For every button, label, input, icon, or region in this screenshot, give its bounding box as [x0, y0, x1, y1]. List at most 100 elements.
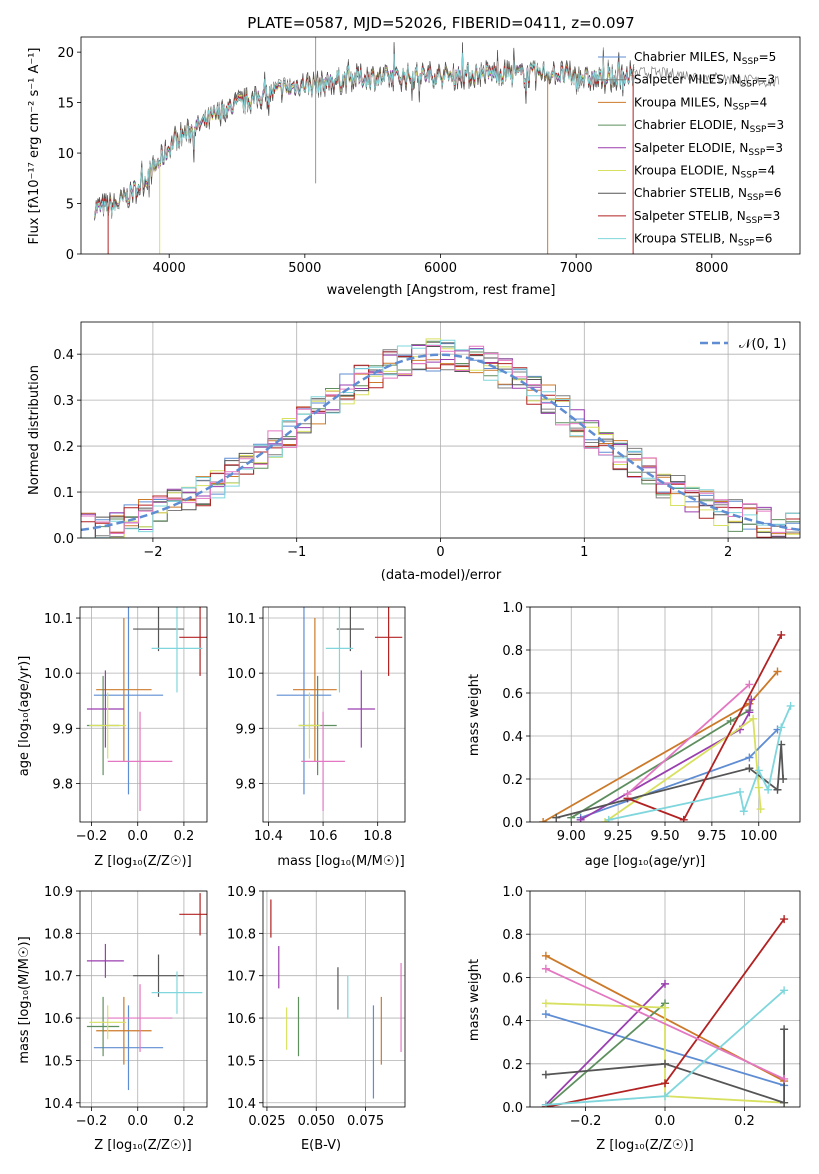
x-tick-label: 9.75 — [697, 829, 726, 844]
histogram-step — [81, 341, 800, 538]
histogram-step — [81, 351, 800, 538]
plus-marker — [754, 783, 763, 792]
p2-frame — [80, 321, 801, 539]
mass-weight-line — [545, 983, 666, 1106]
plus-marker — [777, 740, 786, 749]
plus-marker — [661, 1092, 669, 1101]
histogram-xlabel: (data-model)/error — [381, 568, 502, 583]
y-tick-label: 0.8 — [502, 928, 523, 943]
errorbar-point — [96, 996, 152, 1065]
p3-ylabel: age [log₁₀(age/yr)] — [17, 656, 32, 777]
plus-marker — [661, 979, 669, 988]
errorbar-point — [179, 607, 207, 676]
y-tick-label: 5 — [66, 198, 74, 213]
x-tick-label: 0.025 — [248, 1114, 285, 1129]
p3-xlabel: Z [log₁₀(Z/Z☉)] — [94, 854, 191, 869]
y-tick-label: 0.2 — [502, 1058, 523, 1073]
y-tick-label: 0.3 — [53, 394, 74, 409]
y-tick-label: 0.4 — [502, 1015, 523, 1030]
y-tick-label: 0.6 — [502, 971, 523, 986]
plus-marker — [745, 680, 754, 689]
x-tick-label: −1 — [287, 545, 306, 560]
x-tick-label: −2 — [143, 545, 162, 560]
y-tick-label: 0.1 — [53, 486, 74, 501]
y-tick-label: 9.8 — [52, 777, 73, 792]
normal-legend-label: 𝒩(0, 1) — [739, 337, 786, 352]
y-tick-label: 9.9 — [52, 722, 73, 737]
y-tick-label: 15 — [57, 97, 74, 112]
p5-xlabel: age [log₁₀(age/yr)] — [585, 854, 706, 869]
legend-label: Kroupa ELODIE, NSSP=4 — [634, 164, 775, 181]
plus-marker — [541, 999, 550, 1008]
x-tick-label: 9.00 — [557, 829, 586, 844]
plus-marker — [541, 951, 550, 960]
plus-marker — [661, 1003, 669, 1012]
plus-marker — [541, 1070, 550, 1079]
legend-label: Salpeter MILES, NSSP=3 — [634, 73, 775, 90]
errorbar-point — [347, 670, 375, 748]
x-tick-label: 10.8 — [363, 829, 392, 844]
errorbar-point — [336, 607, 365, 652]
mass-weight-line — [545, 1029, 785, 1104]
mass-weight-line — [604, 717, 762, 822]
y-tick-label: 10.7 — [227, 970, 256, 985]
errorbar-point — [301, 711, 345, 811]
plus-marker — [552, 813, 561, 822]
p8-xlabel: Z [log₁₀(Z/Z☉)] — [596, 1138, 693, 1153]
mass-vs-ebv-panel: 0.025 0.050 0.07510.410.510.610.710.810.9 … — [227, 885, 405, 1153]
x-tick-label: 8000 — [695, 261, 728, 276]
x-tick-label: −0.2 — [570, 1114, 602, 1129]
histogram-legend: 𝒩(0, 1) — [700, 337, 786, 352]
y-tick-label: 10.9 — [44, 885, 73, 900]
x-tick-label: 9.50 — [651, 829, 680, 844]
y-tick-label: 10.1 — [227, 612, 256, 627]
plus-marker — [726, 716, 735, 725]
y-tick-label: 9.8 — [235, 777, 256, 792]
plus-marker — [780, 1025, 789, 1034]
mass-weight-line — [545, 1002, 785, 1104]
y-tick-label: 0.2 — [502, 773, 523, 788]
spectrum-panel: PLATE=0587, MJD=52026, FIBERID=0411, z=0… — [27, 14, 784, 298]
y-tick-label: 10.6 — [44, 1012, 73, 1027]
x-tick-label: 6000 — [424, 261, 457, 276]
p4-xlabel: mass [log₁₀(M/M☉)] — [277, 854, 404, 869]
spectrum-title: PLATE=0587, MJD=52026, FIBERID=0411, z=0… — [247, 14, 634, 32]
y-tick-label: 0.4 — [502, 730, 523, 745]
plus-marker — [754, 766, 763, 775]
plus-marker — [604, 815, 613, 822]
errorbar-point — [293, 618, 337, 762]
y-tick-label: 0.0 — [502, 816, 523, 831]
x-tick-label: 4000 — [153, 261, 186, 276]
plus-marker — [745, 708, 754, 717]
x-tick-label: 0.2 — [174, 829, 195, 844]
plus-marker — [661, 1059, 669, 1068]
plus-marker — [661, 1079, 669, 1088]
plus-marker — [541, 1010, 550, 1019]
errorbar-point — [89, 1005, 127, 1040]
y-tick-label: 0.6 — [502, 687, 523, 702]
x-tick-label: 10.00 — [740, 829, 777, 844]
x-tick-label: −0.2 — [76, 1114, 108, 1129]
normal-curve — [81, 353, 800, 532]
errorbar-point — [179, 893, 207, 936]
x-tick-label: 0.0 — [655, 1114, 676, 1129]
plus-marker — [749, 714, 758, 723]
y-tick-label: 0.2 — [53, 440, 74, 455]
errorbar-point — [107, 984, 173, 1052]
errorbar-point — [86, 670, 124, 748]
plus-marker — [773, 785, 782, 794]
errorbar-point — [133, 607, 184, 652]
y-tick-label: 10.5 — [227, 1054, 256, 1069]
histogram-step — [81, 345, 800, 534]
plus-marker — [541, 1100, 550, 1107]
x-tick-label: 0.0 — [127, 1114, 148, 1129]
errorbar-point — [133, 954, 184, 997]
y-tick-label: 0.4 — [53, 348, 74, 363]
x-tick-label: 1 — [580, 545, 588, 560]
errorbar-point — [96, 618, 152, 762]
p1-frame — [80, 36, 801, 255]
plus-marker — [777, 630, 786, 639]
p7-frame — [262, 890, 406, 1108]
plus-marker — [747, 695, 756, 704]
